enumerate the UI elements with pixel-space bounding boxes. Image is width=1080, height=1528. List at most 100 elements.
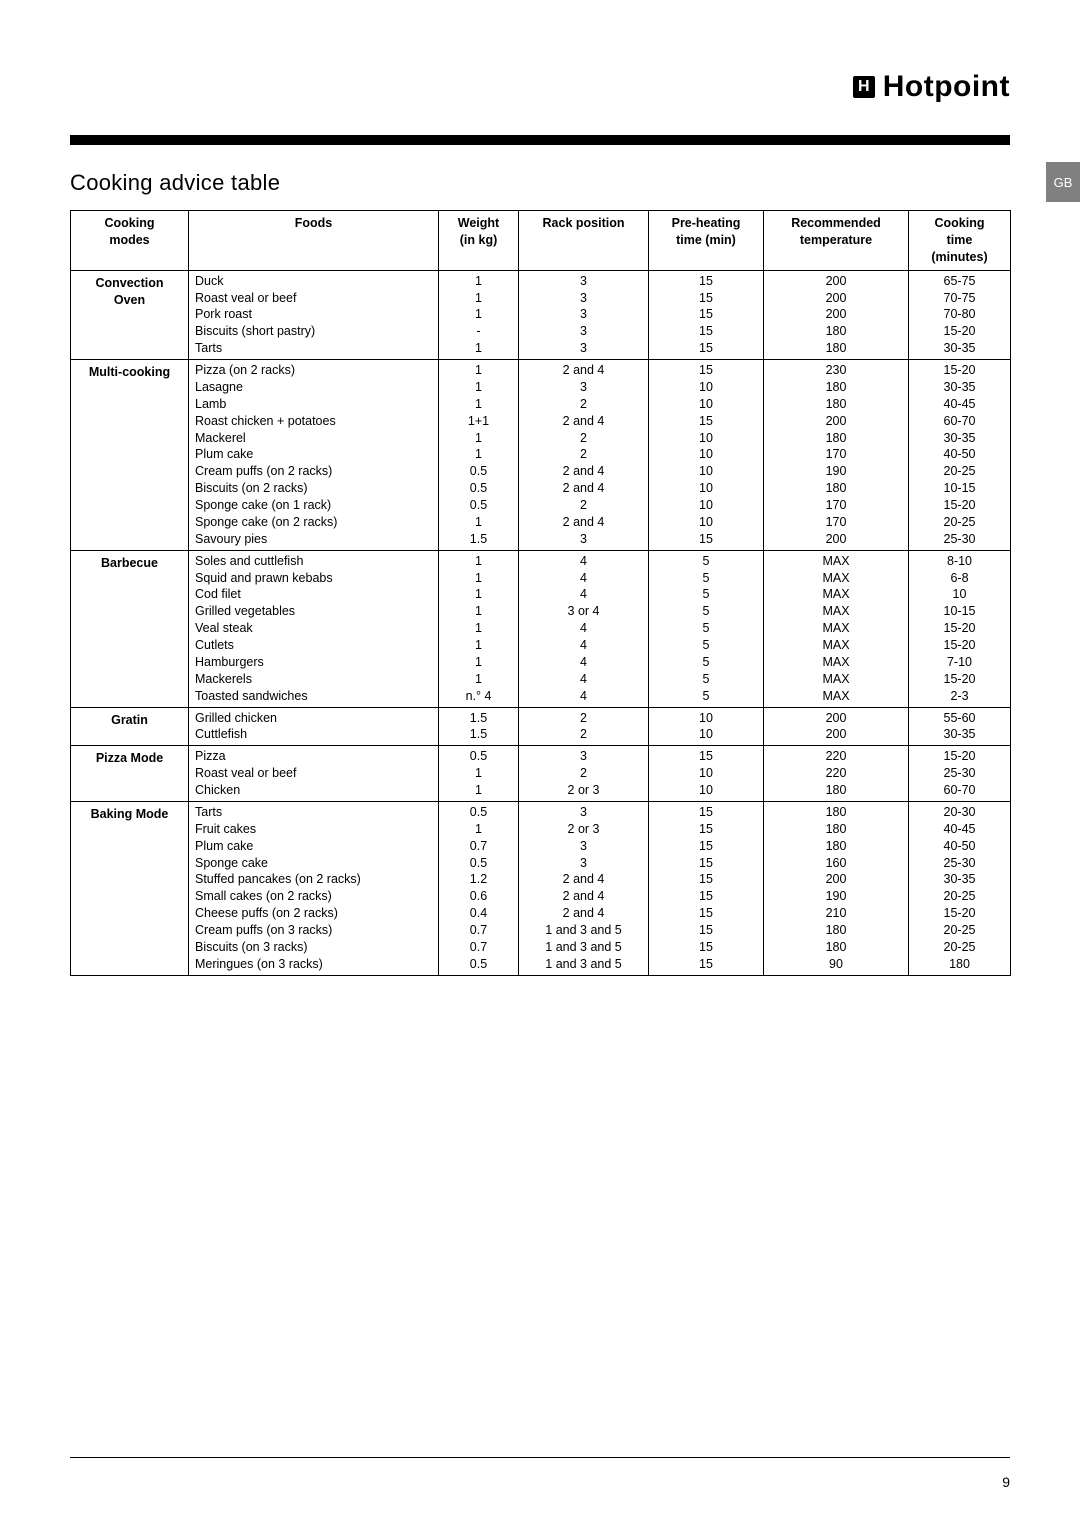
value-item: 20-25 (913, 939, 1006, 956)
value-item: - (443, 323, 514, 340)
food-item: Hamburgers (195, 654, 432, 671)
value-item: 180 (768, 939, 904, 956)
food-item: Mackerels (195, 671, 432, 688)
value-item: 8-10 (913, 553, 1006, 570)
value-item: 190 (768, 463, 904, 480)
value-item: 15 (653, 871, 759, 888)
value-item: 1 (443, 396, 514, 413)
value-item: 15 (653, 804, 759, 821)
value-item: 3 (523, 290, 644, 307)
food-item: Cutlets (195, 637, 432, 654)
value-item: 10 (653, 497, 759, 514)
table-row: GratinGrilled chickenCuttlefish1.51.5221… (71, 707, 1011, 746)
food-item: Lasagne (195, 379, 432, 396)
value-item: 0.7 (443, 922, 514, 939)
value-item: 180 (768, 804, 904, 821)
value-item: 10 (913, 586, 1006, 603)
value-item: 5 (653, 586, 759, 603)
col-foods: Foods (189, 211, 439, 271)
value-item: 4 (523, 586, 644, 603)
value-item: 0.4 (443, 905, 514, 922)
value-item: 1.5 (443, 726, 514, 743)
mode-cell: ConvectionOven (71, 270, 189, 359)
value-item: 15 (653, 290, 759, 307)
food-item: Plum cake (195, 446, 432, 463)
value-item: MAX (768, 671, 904, 688)
table-header-row: Cookingmodes Foods Weight(in kg) Rack po… (71, 211, 1011, 271)
table-row: Baking ModeTartsFruit cakesPlum cakeSpon… (71, 801, 1011, 975)
value-item: 30-35 (913, 726, 1006, 743)
value-item: 180 (768, 430, 904, 447)
table-row: Multi-cookingPizza (on 2 racks)LasagneLa… (71, 360, 1011, 551)
food-item: Cheese puffs (on 2 racks) (195, 905, 432, 922)
value-item: 180 (768, 379, 904, 396)
value-item: 180 (768, 323, 904, 340)
value-item: 15 (653, 340, 759, 357)
value-item: 6-8 (913, 570, 1006, 587)
value-item: 2 and 4 (523, 413, 644, 430)
brand-name: Hotpoint (883, 70, 1010, 104)
value-item: 3 (523, 323, 644, 340)
foods-cell: DuckRoast veal or beefPork roastBiscuits… (189, 270, 439, 359)
value-item: 200 (768, 871, 904, 888)
value-item: 5 (653, 671, 759, 688)
value-item: 7-10 (913, 654, 1006, 671)
value-item: 1+1 (443, 413, 514, 430)
food-item: Toasted sandwiches (195, 688, 432, 705)
value-item: 3 (523, 340, 644, 357)
value-item: 15 (653, 888, 759, 905)
value-cell: 0.511 (439, 746, 519, 802)
value-cell: 2 and 4322 and 4222 and 42 and 422 and 4… (519, 360, 649, 551)
value-item: 10 (653, 710, 759, 727)
value-item: 5 (653, 570, 759, 587)
table-row: BarbecueSoles and cuttlefishSquid and pr… (71, 550, 1011, 707)
cooking-advice-table: Cookingmodes Foods Weight(in kg) Rack po… (70, 210, 1011, 976)
food-item: Biscuits (on 2 racks) (195, 480, 432, 497)
brand-logo: H Hotpoint (853, 70, 1010, 104)
value-item: 15-20 (913, 671, 1006, 688)
value-item: 2 (523, 430, 644, 447)
value-item: 10 (653, 430, 759, 447)
food-item: Grilled vegetables (195, 603, 432, 620)
value-item: 4 (523, 637, 644, 654)
value-item: 5 (653, 637, 759, 654)
value-cell: 15-2030-3540-4560-7030-3540-5020-2510-15… (909, 360, 1011, 551)
value-item: 15-20 (913, 620, 1006, 637)
value-item: 10 (653, 782, 759, 799)
food-item: Chicken (195, 782, 432, 799)
col-preheat: Pre-heatingtime (min) (649, 211, 764, 271)
value-item: MAX (768, 603, 904, 620)
value-item: 15 (653, 273, 759, 290)
value-item: 60-70 (913, 413, 1006, 430)
value-item: MAX (768, 586, 904, 603)
value-item: 1 (443, 446, 514, 463)
value-item: 0.7 (443, 939, 514, 956)
value-item: 180 (768, 922, 904, 939)
value-item: 60-70 (913, 782, 1006, 799)
value-item: 200 (768, 273, 904, 290)
value-item: 30-35 (913, 379, 1006, 396)
value-cell: 33333 (519, 270, 649, 359)
value-item: 30-35 (913, 871, 1006, 888)
value-item: 2 (523, 497, 644, 514)
value-item: 180 (768, 340, 904, 357)
value-item: 15 (653, 838, 759, 855)
value-item: 4 (523, 570, 644, 587)
food-item: Roast veal or beef (195, 290, 432, 307)
value-item: 4 (523, 620, 644, 637)
value-item: 2 and 4 (523, 463, 644, 480)
value-item: 15-20 (913, 323, 1006, 340)
footer-rule (70, 1457, 1010, 1458)
value-item: 15 (653, 748, 759, 765)
value-item: MAX (768, 654, 904, 671)
value-item: 1 (443, 430, 514, 447)
value-item: 1 (443, 637, 514, 654)
foods-cell: TartsFruit cakesPlum cakeSponge cakeStuf… (189, 801, 439, 975)
value-cell: 151010 (649, 746, 764, 802)
value-item: 15 (653, 939, 759, 956)
value-item: 180 (768, 396, 904, 413)
value-item: MAX (768, 688, 904, 705)
value-item: 3 (523, 531, 644, 548)
value-item: 2 and 4 (523, 871, 644, 888)
value-item: 200 (768, 531, 904, 548)
